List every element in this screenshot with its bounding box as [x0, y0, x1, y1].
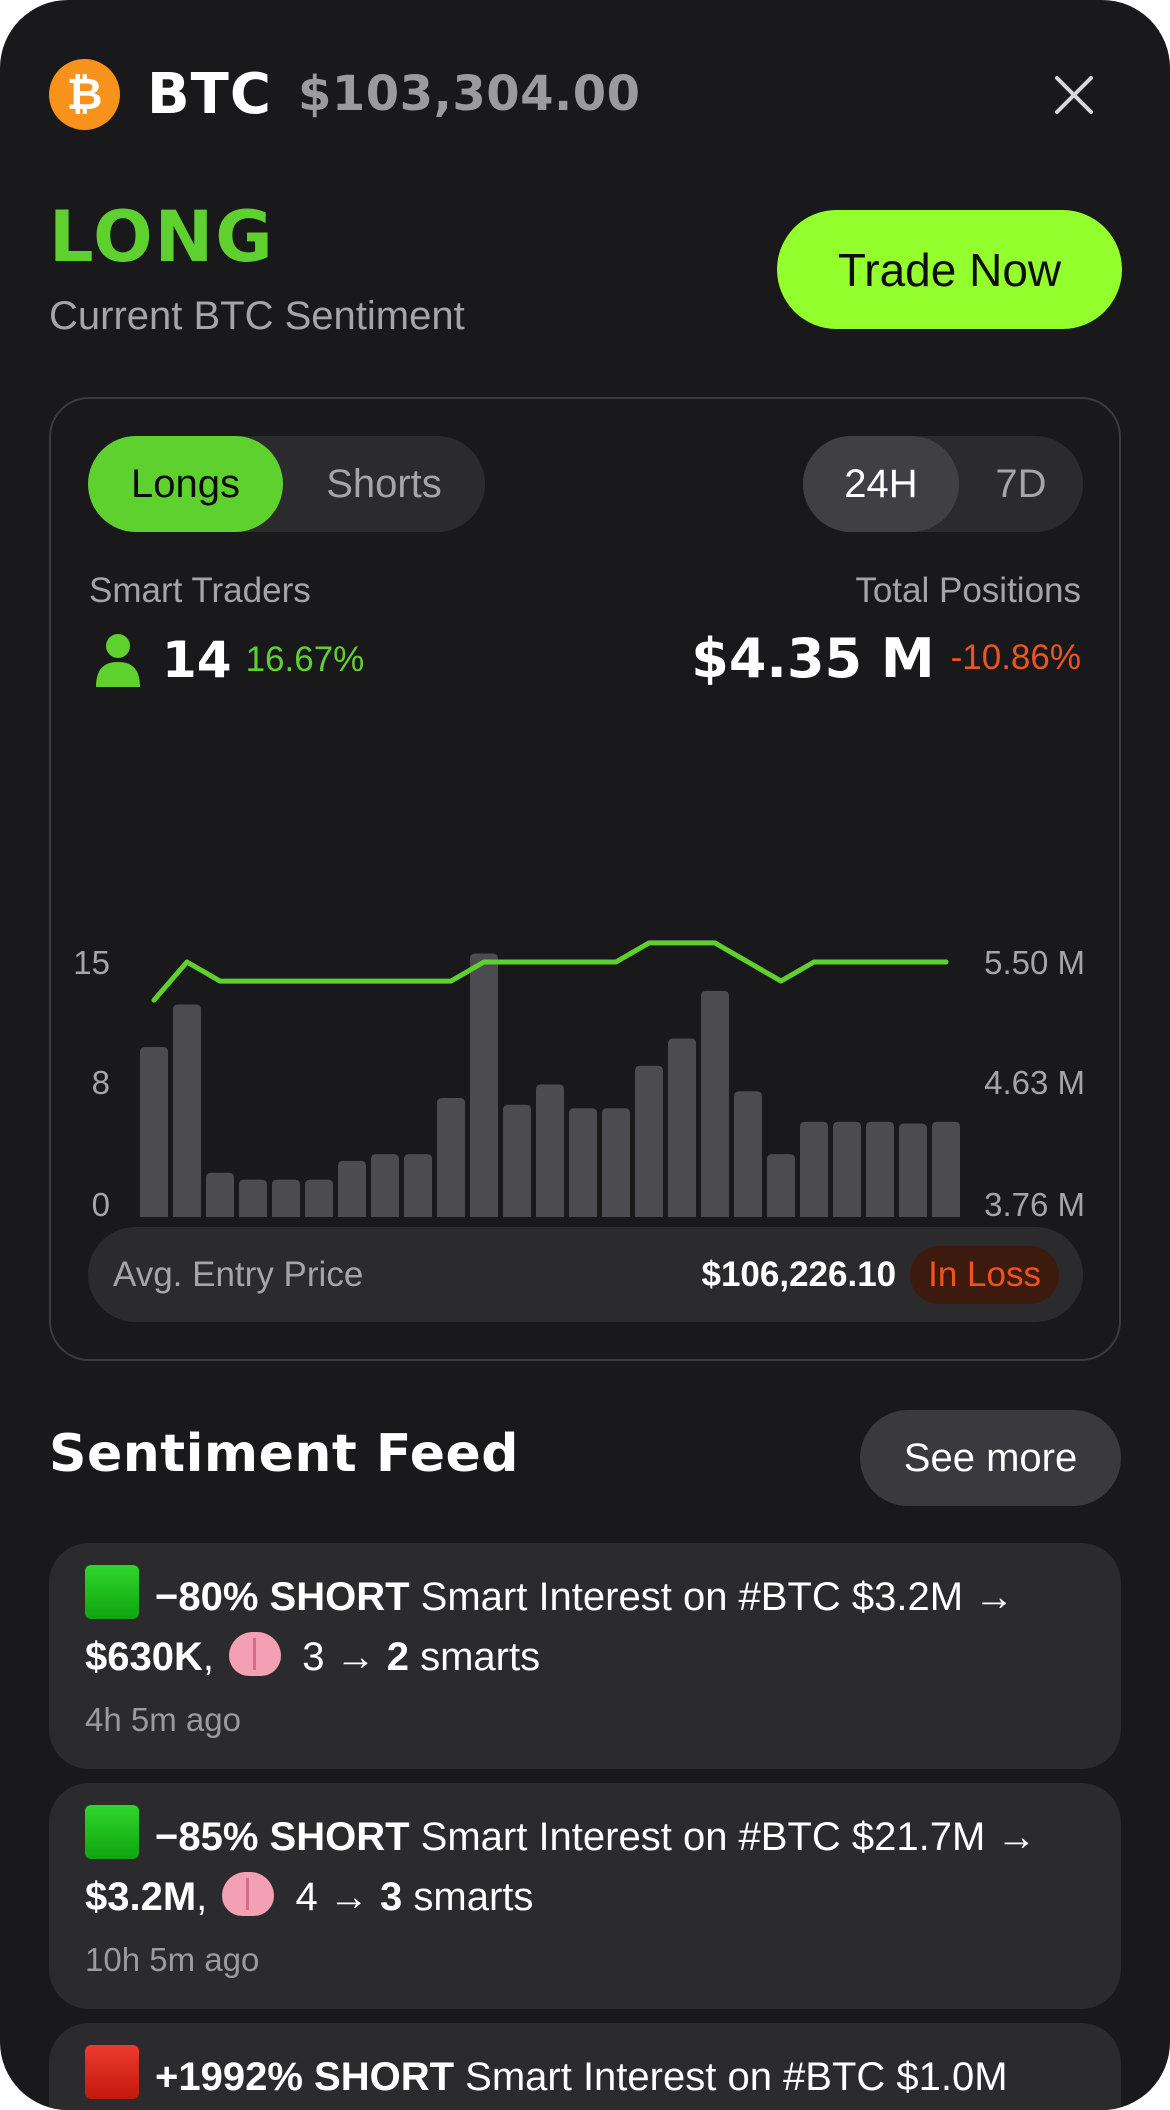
chart-bar: [404, 1154, 432, 1217]
sentiment-label: LONG: [49, 196, 275, 278]
feed-smarts-from: 4 →: [284, 1875, 381, 1919]
chart-bar: [668, 1038, 696, 1217]
brain-icon: [229, 1632, 282, 1676]
tab-shorts[interactable]: Shorts: [326, 461, 442, 506]
chart-bar: [140, 1047, 168, 1217]
tab-longs[interactable]: Longs: [88, 436, 283, 532]
chart-bar: [338, 1160, 366, 1217]
feed-item-text: −80% SHORT Smart Interest on #BTC $3.2M …: [85, 1565, 1085, 1687]
right-axis-tick: 5.50 M: [984, 944, 1085, 981]
feed-item[interactable]: +1992% SHORT Smart Interest on #BTC $1.0…: [49, 2023, 1121, 2110]
feed-item-text: −85% SHORT Smart Interest on #BTC $21.7M…: [85, 1805, 1085, 1927]
chart-bar: [866, 1121, 894, 1217]
red-square-icon: [85, 2045, 139, 2099]
left-axis-tick: 15: [73, 944, 110, 981]
smart-traders-stat: 14 16.67%: [96, 629, 364, 691]
avg-entry-value: $106,226.10: [701, 1254, 897, 1294]
current-price: $103,304.00: [297, 66, 641, 122]
smart-traders-value: 14: [162, 631, 232, 689]
green-square-icon: [85, 1565, 139, 1619]
chart-bar: [272, 1179, 300, 1217]
chart-bar: [206, 1172, 234, 1217]
chart-bar: [767, 1154, 795, 1217]
chart-bar: [536, 1084, 564, 1217]
chart-bar: [701, 990, 729, 1217]
chart-bar: [602, 1108, 630, 1217]
feed-smarts-from: 3 →: [291, 1635, 387, 1679]
chart-bar: [437, 1098, 465, 1217]
smart-traders-change: 16.67%: [245, 640, 365, 679]
feed-change: +1992% SHORT: [155, 2055, 455, 2099]
feed-smarts-to: 3: [380, 1875, 403, 1919]
chart-bar: [932, 1121, 960, 1217]
trade-now-button[interactable]: Trade Now: [777, 210, 1122, 329]
brain-icon: [222, 1872, 275, 1916]
bitcoin-icon: ₿: [49, 58, 120, 130]
feed-item-text: +1992% SHORT Smart Interest on #BTC $1.0…: [85, 2045, 1085, 2107]
feed-detail: Smart Interest on #BTC $3.2M →: [409, 1575, 1015, 1619]
feed-suffix: smarts: [408, 1635, 541, 1679]
left-axis-tick: 0: [92, 1186, 110, 1223]
chart-bar: [470, 953, 498, 1217]
feed-time: 10h 5m ago: [85, 1941, 260, 1978]
range-toggle: 24H 7D: [803, 436, 1083, 532]
chart-bar: [239, 1179, 267, 1217]
chart-bar: [173, 1004, 201, 1217]
header: ₿ BTC $103,304.00: [49, 58, 641, 130]
feed-suffix: smarts: [402, 1875, 534, 1919]
avg-entry-label: Avg. Entry Price: [113, 1254, 364, 1294]
comma: ,: [202, 1635, 214, 1679]
total-positions-value: $4.35 M: [691, 626, 935, 690]
feed-detail: Smart Interest on #BTC $1.0M: [454, 2055, 1008, 2099]
chart-bar: [800, 1121, 828, 1217]
green-square-icon: [85, 1805, 139, 1859]
right-axis-tick: 4.63 M: [984, 1064, 1085, 1101]
comma: ,: [196, 1875, 208, 1919]
close-icon-glyph: [1055, 76, 1093, 114]
in-loss-badge: In Loss: [910, 1245, 1059, 1304]
close-icon[interactable]: [1052, 73, 1096, 117]
total-positions-label: Total Positions: [855, 571, 1081, 610]
chart-bar: [833, 1121, 861, 1217]
tab-7d[interactable]: 7D: [995, 461, 1047, 506]
feed-item[interactable]: −85% SHORT Smart Interest on #BTC $21.7M…: [49, 1783, 1121, 2009]
side-toggle: Longs Shorts: [88, 436, 485, 532]
feed-item[interactable]: −80% SHORT Smart Interest on #BTC $3.2M …: [49, 1543, 1121, 1769]
feed-smarts-to: 2: [386, 1635, 409, 1679]
feed-new-value: $3.2M: [85, 1875, 197, 1919]
chart-bar: [899, 1123, 927, 1217]
feed-title: Sentiment Feed: [49, 1424, 520, 1484]
feed-detail: Smart Interest on #BTC $21.7M →: [409, 1815, 1037, 1859]
user-icon: [96, 634, 140, 687]
left-axis-tick: 8: [92, 1064, 110, 1101]
feed-new-value: $630K: [85, 1635, 203, 1679]
smart-traders-label: Smart Traders: [89, 571, 311, 610]
positions-panel: Longs Shorts 24H 7D Smart Traders Total …: [49, 397, 1121, 1361]
avg-entry-row: Avg. Entry Price $106,226.10 In Loss: [88, 1227, 1083, 1322]
chart-bar: [635, 1065, 663, 1217]
chart-bar: [734, 1091, 762, 1217]
sentiment-subtitle: Current BTC Sentiment: [49, 294, 465, 338]
see-more-button[interactable]: See more: [860, 1410, 1121, 1506]
ticker: BTC: [147, 61, 272, 127]
chart-line: [151, 940, 949, 1003]
chart-bar: [503, 1104, 531, 1217]
total-positions-change: -10.86%: [950, 638, 1081, 677]
chart-bar: [569, 1108, 597, 1217]
feed-change: −85% SHORT: [155, 1815, 410, 1859]
chart-bar: [371, 1154, 399, 1217]
feed-time: 4h 5m ago: [85, 1701, 241, 1738]
chart-bar: [305, 1179, 333, 1217]
tab-24h[interactable]: 24H: [803, 436, 959, 532]
total-positions-stat: $4.35 M -10.86%: [691, 624, 1081, 692]
feed-change: −80% SHORT: [155, 1575, 410, 1619]
right-axis-tick: 3.76 M: [984, 1186, 1085, 1223]
